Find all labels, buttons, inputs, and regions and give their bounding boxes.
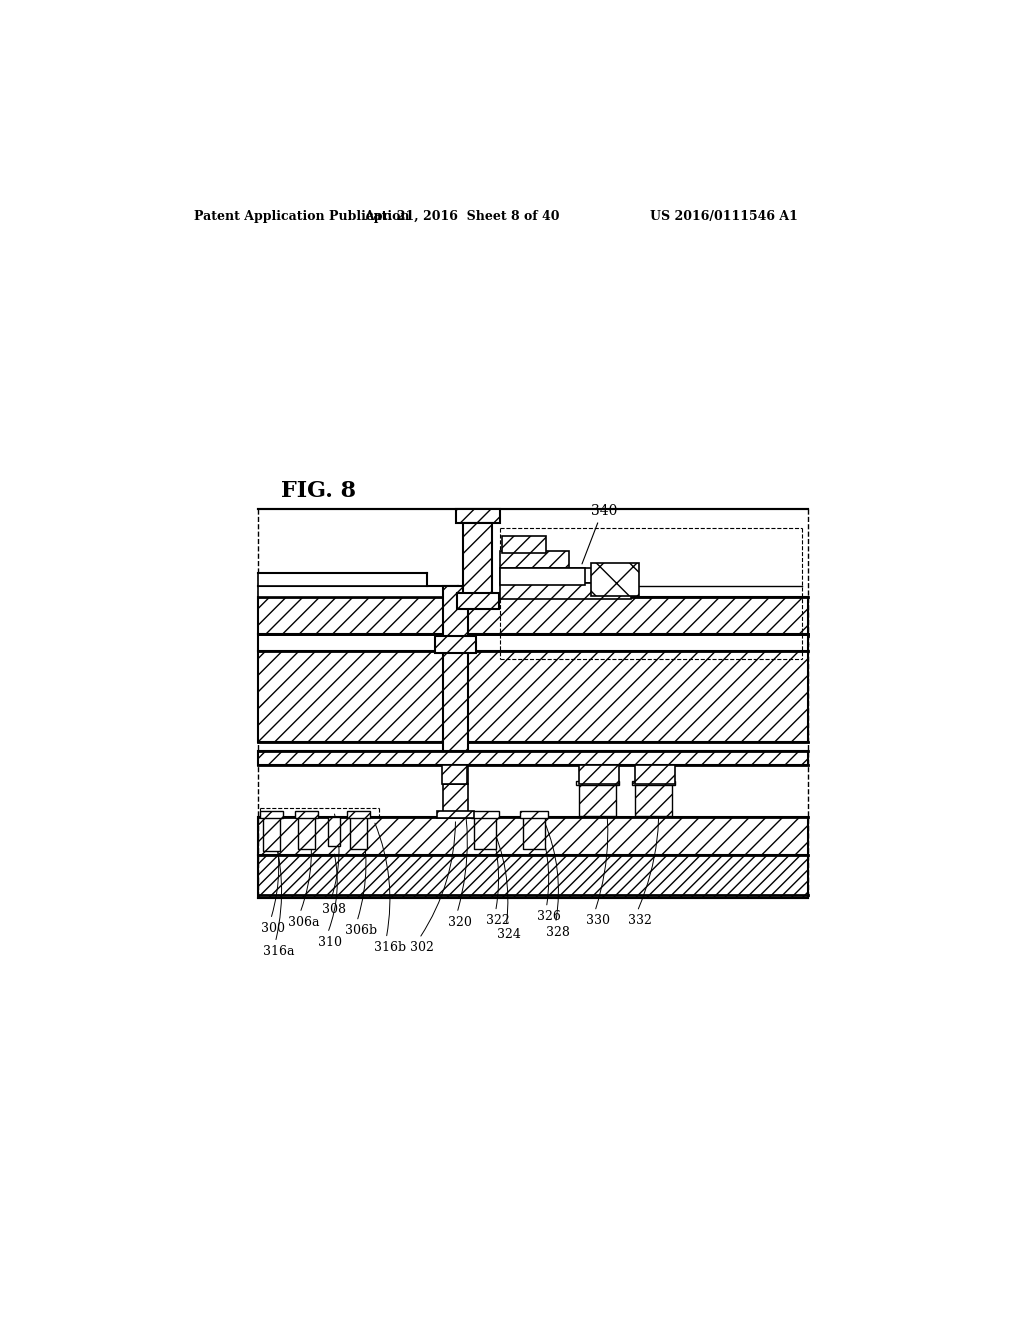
Text: 300: 300 bbox=[261, 921, 286, 935]
Text: 316a: 316a bbox=[263, 945, 295, 958]
Text: Apr. 21, 2016  Sheet 8 of 40: Apr. 21, 2016 Sheet 8 of 40 bbox=[364, 210, 559, 223]
Bar bbox=[591, 562, 639, 595]
Bar bbox=[632, 780, 675, 785]
Bar bbox=[258, 635, 808, 651]
Bar bbox=[500, 568, 585, 585]
Bar bbox=[437, 812, 474, 817]
Bar bbox=[258, 586, 458, 598]
Bar bbox=[350, 817, 367, 849]
Bar bbox=[471, 812, 499, 817]
Text: 310: 310 bbox=[318, 936, 342, 949]
Bar bbox=[347, 812, 370, 817]
Bar bbox=[500, 552, 569, 568]
Text: FIG. 8: FIG. 8 bbox=[281, 480, 355, 502]
Text: 316b: 316b bbox=[374, 941, 406, 954]
Text: 340: 340 bbox=[591, 504, 617, 517]
Bar bbox=[474, 817, 496, 849]
Text: 306a: 306a bbox=[288, 916, 319, 929]
Bar bbox=[443, 784, 468, 817]
Text: US 2016/0111546 A1: US 2016/0111546 A1 bbox=[649, 210, 798, 223]
Bar bbox=[258, 651, 808, 742]
Bar bbox=[263, 817, 280, 851]
Bar bbox=[457, 594, 499, 609]
Text: 326: 326 bbox=[538, 911, 561, 924]
Bar bbox=[260, 812, 283, 817]
Bar bbox=[258, 597, 808, 635]
Text: Patent Application Publication: Patent Application Publication bbox=[194, 210, 410, 223]
Text: 308: 308 bbox=[322, 903, 345, 916]
Bar bbox=[258, 855, 808, 898]
Text: 302: 302 bbox=[410, 941, 434, 954]
Text: 306b: 306b bbox=[345, 924, 377, 937]
Bar bbox=[635, 784, 672, 816]
Bar bbox=[258, 751, 808, 766]
Bar bbox=[443, 766, 468, 784]
Bar bbox=[443, 586, 468, 751]
Bar bbox=[500, 583, 631, 599]
Bar bbox=[520, 812, 548, 817]
Bar bbox=[435, 636, 475, 653]
Bar bbox=[575, 780, 618, 785]
Bar bbox=[500, 568, 608, 583]
Text: 320: 320 bbox=[447, 916, 472, 929]
Bar bbox=[523, 817, 545, 849]
Bar bbox=[258, 817, 808, 855]
Text: 328: 328 bbox=[547, 925, 570, 939]
Text: 330: 330 bbox=[586, 915, 609, 927]
Bar bbox=[442, 766, 467, 784]
Bar bbox=[579, 784, 615, 816]
Text: 322: 322 bbox=[486, 915, 510, 927]
Bar bbox=[502, 536, 547, 553]
Bar bbox=[456, 508, 500, 523]
Text: 332: 332 bbox=[628, 915, 652, 927]
Text: 324: 324 bbox=[497, 928, 521, 941]
Bar bbox=[328, 817, 340, 846]
Bar bbox=[298, 817, 315, 849]
Bar bbox=[463, 523, 493, 599]
Bar bbox=[258, 573, 427, 586]
Bar bbox=[635, 766, 675, 784]
Bar bbox=[579, 766, 618, 784]
Bar bbox=[295, 812, 318, 817]
